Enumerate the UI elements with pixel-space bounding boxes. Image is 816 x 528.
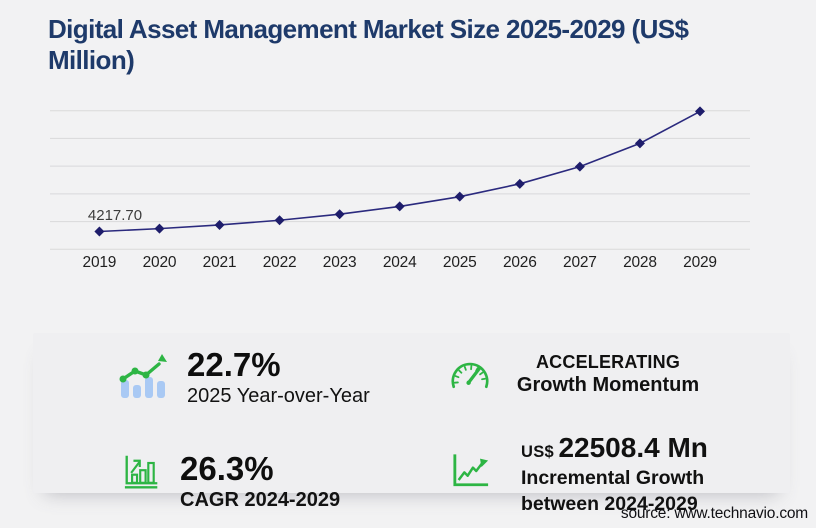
- chart-marker: [154, 223, 165, 234]
- page-title: Digital Asset Management Market Size 202…: [48, 14, 778, 76]
- stat-momentum-line1: ACCELERATING: [535, 352, 681, 372]
- x-axis-tick-label: 2028: [623, 254, 657, 271]
- page-title-line2: Million): [48, 45, 135, 75]
- x-axis-tick-label: 2027: [563, 254, 597, 271]
- x-axis-tick-label: 2029: [683, 254, 717, 271]
- stat-incremental-label1: Incremental Growth: [521, 467, 705, 489]
- stat-incremental: US$ 22508.4 Mn Incremental Growth betwee…: [521, 431, 708, 517]
- chart-marker: [574, 161, 585, 172]
- stat-yoy-value: 22.7%: [187, 346, 281, 383]
- stat-incremental-currency: US$: [521, 443, 554, 461]
- stat-cagr-label: CAGR 2024-2029: [180, 489, 341, 511]
- bar-chart-trend-icon: [119, 354, 167, 398]
- x-axis-tick-label: 2026: [503, 254, 537, 271]
- stat-incremental-value: 22508.4 Mn: [558, 432, 708, 463]
- chart-marker: [94, 226, 105, 237]
- x-axis-tick-label: 2022: [263, 254, 297, 271]
- stat-incremental-label2: between 2024-2029: [521, 493, 698, 515]
- chart-canvas: 2019 2020 2021 2022 2023 2024 2025 2026 2027 2028…: [50, 106, 750, 271]
- x-axis-tick-label: 2025: [443, 254, 477, 271]
- chart-series-line: [99, 110, 701, 233]
- stats-panel: 22.7% 2025 Year-over-Year ACCELERATING G…: [33, 333, 790, 515]
- x-axis-tick-label: 2021: [203, 254, 237, 271]
- x-axis-tick-label: 2023: [323, 254, 357, 271]
- x-axis-tick-label: 2020: [143, 254, 177, 271]
- x-axis-tick-label: 2024: [383, 254, 417, 271]
- stat-yoy-label: 2025 Year-over-Year: [187, 385, 370, 407]
- series-data-label: 4217.70: [88, 207, 142, 224]
- stat-cagr-value: 26.3%: [180, 450, 274, 487]
- zigzag-arrow-icon: [453, 454, 489, 487]
- stat-yoy: 22.7% 2025 Year-over-Year: [187, 345, 370, 408]
- chart-marker: [334, 209, 345, 220]
- chart-marker: [634, 138, 645, 149]
- chart-marker: [274, 215, 285, 226]
- chart-marker: [695, 106, 705, 117]
- chart-marker: [514, 178, 525, 189]
- growth-bars-arrow-icon: [124, 455, 158, 489]
- stat-momentum: ACCELERATING Growth Momentum: [503, 351, 713, 398]
- source-attribution: source: www.technavio.com: [620, 505, 808, 522]
- chart-marker: [454, 191, 465, 202]
- stat-momentum-line2: Growth Momentum: [516, 374, 700, 396]
- chart-marker: [214, 219, 225, 230]
- chart-marker: [394, 201, 405, 212]
- stat-cagr: 26.3% CAGR 2024-2029: [180, 449, 340, 512]
- market-size-line-chart: 2019 2020 2021 2022 2023 2024 2025 2026 2027 2028…: [0, 90, 816, 285]
- gauge-icon: [451, 362, 489, 389]
- page-title-line1: Digital Asset Management Market Size 202…: [48, 14, 689, 44]
- x-axis-tick-label: 2019: [83, 254, 117, 271]
